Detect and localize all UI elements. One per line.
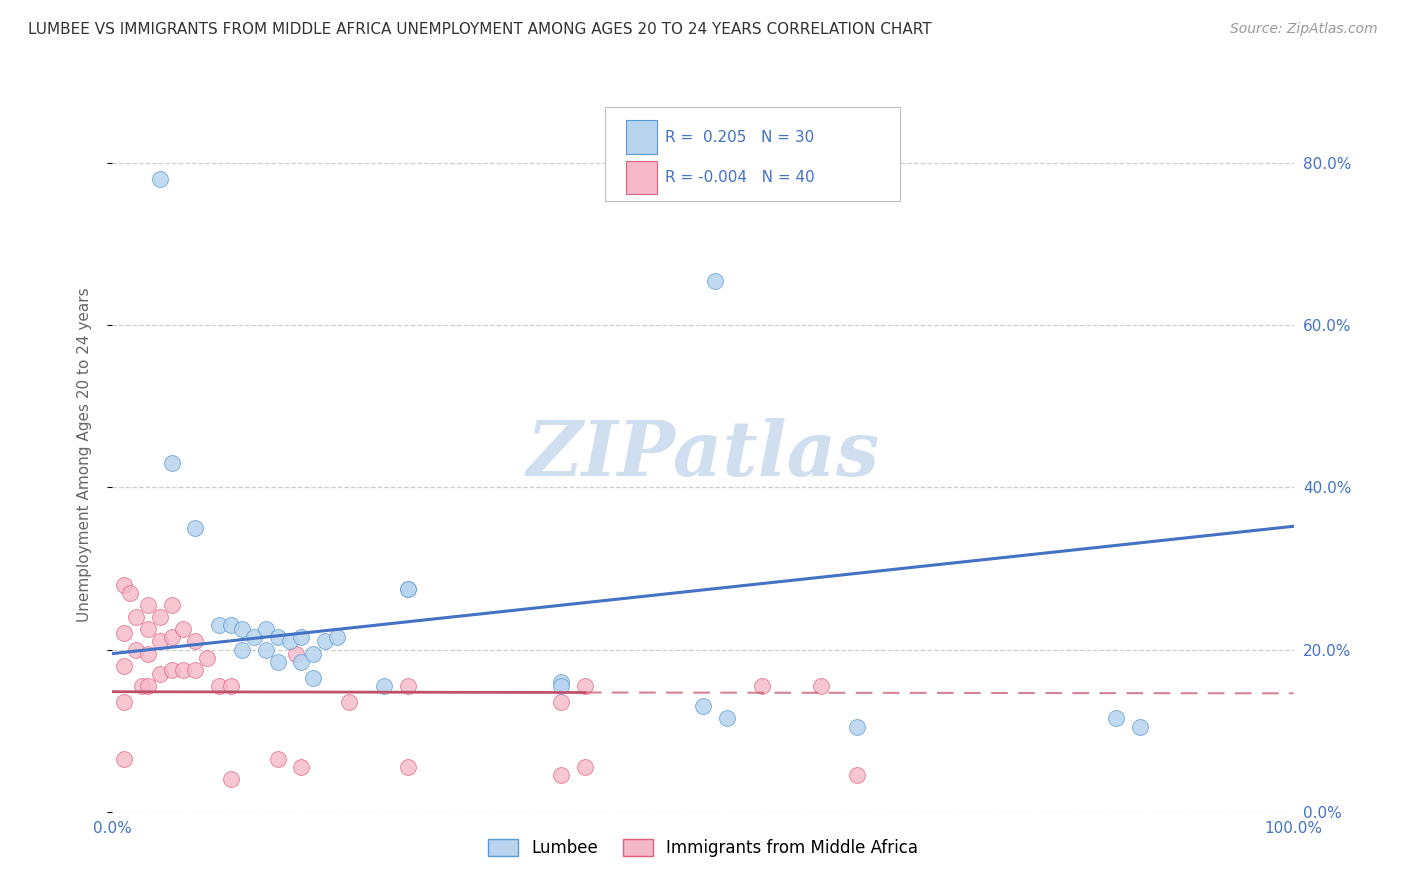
Point [396, 582, 419, 596]
Point [302, 671, 325, 685]
Point [716, 711, 738, 725]
Point [219, 618, 242, 632]
Point [172, 622, 194, 636]
Point [184, 634, 207, 648]
Point [149, 666, 172, 681]
Point [136, 598, 159, 612]
Point [290, 631, 312, 645]
Text: ZIPatlas: ZIPatlas [526, 418, 880, 491]
Point [550, 695, 572, 709]
Point [120, 586, 142, 600]
Point [131, 679, 153, 693]
Point [326, 631, 349, 645]
Point [208, 679, 231, 693]
Point [267, 655, 290, 669]
Y-axis label: Unemployment Among Ages 20 to 24 years: Unemployment Among Ages 20 to 24 years [77, 287, 91, 623]
Point [160, 631, 183, 645]
Point [125, 642, 148, 657]
Point [278, 634, 301, 648]
Point [396, 760, 419, 774]
Text: Source: ZipAtlas.com: Source: ZipAtlas.com [1230, 22, 1378, 37]
Point [112, 658, 135, 673]
Point [751, 679, 773, 693]
Point [845, 720, 868, 734]
Point [136, 622, 159, 636]
Point [1105, 711, 1128, 725]
Point [337, 695, 360, 709]
Point [195, 650, 218, 665]
Point [254, 642, 277, 657]
Point [160, 598, 183, 612]
Text: R = -0.004   N = 40: R = -0.004 N = 40 [665, 170, 815, 185]
Point [136, 647, 159, 661]
Point [692, 699, 714, 714]
Point [550, 675, 572, 690]
Point [810, 679, 832, 693]
Point [112, 626, 135, 640]
Text: R =  0.205   N = 30: R = 0.205 N = 30 [665, 130, 814, 145]
Point [243, 631, 266, 645]
Point [373, 679, 395, 693]
Point [550, 768, 572, 782]
Point [1129, 720, 1152, 734]
Legend: Lumbee, Immigrants from Middle Africa: Lumbee, Immigrants from Middle Africa [481, 832, 925, 864]
Point [112, 752, 135, 766]
Point [184, 663, 207, 677]
Point [396, 679, 419, 693]
Point [208, 618, 231, 632]
Point [219, 772, 242, 787]
Point [184, 521, 207, 535]
Point [574, 679, 596, 693]
Point [112, 577, 135, 591]
Point [125, 610, 148, 624]
Point [267, 752, 290, 766]
Point [267, 631, 290, 645]
Point [149, 172, 172, 186]
Point [219, 679, 242, 693]
Point [290, 760, 312, 774]
Point [149, 610, 172, 624]
Point [550, 679, 572, 693]
Point [149, 634, 172, 648]
Point [845, 768, 868, 782]
Point [160, 456, 183, 470]
Point [703, 274, 725, 288]
Point [160, 663, 183, 677]
Point [172, 663, 194, 677]
Point [290, 655, 312, 669]
Point [314, 634, 336, 648]
Point [136, 679, 159, 693]
Point [284, 647, 307, 661]
Point [112, 695, 135, 709]
Point [231, 622, 253, 636]
Point [574, 760, 596, 774]
Point [231, 642, 253, 657]
Text: LUMBEE VS IMMIGRANTS FROM MIDDLE AFRICA UNEMPLOYMENT AMONG AGES 20 TO 24 YEARS C: LUMBEE VS IMMIGRANTS FROM MIDDLE AFRICA … [28, 22, 932, 37]
Point [254, 622, 277, 636]
Point [302, 647, 325, 661]
Point [396, 582, 419, 596]
